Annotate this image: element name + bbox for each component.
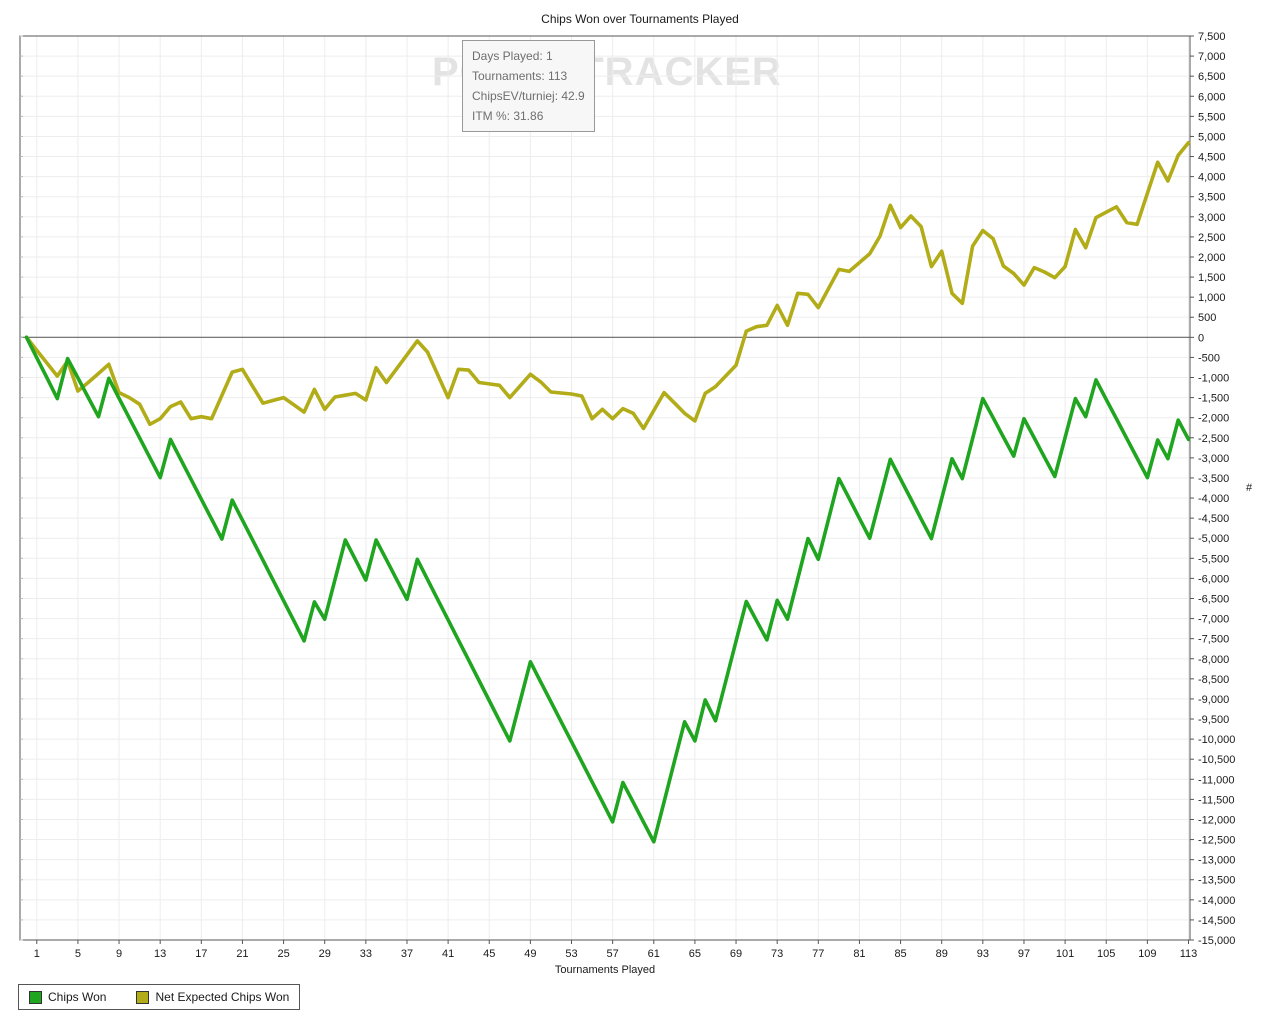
svg-text:-11,000: -11,000 xyxy=(1198,774,1235,786)
svg-text:-7,500: -7,500 xyxy=(1198,634,1229,646)
svg-text:4,500: 4,500 xyxy=(1198,152,1226,164)
legend-item-net-expected[interactable]: Net Expected Chips Won xyxy=(136,990,289,1004)
svg-text:-3,000: -3,000 xyxy=(1198,453,1229,465)
legend-item-chips-won[interactable]: Chips Won xyxy=(29,990,106,1004)
svg-text:-500: -500 xyxy=(1198,352,1220,364)
svg-text:61: 61 xyxy=(648,948,660,960)
svg-text:37: 37 xyxy=(401,948,413,960)
svg-text:-10,000: -10,000 xyxy=(1198,734,1235,746)
svg-text:-12,000: -12,000 xyxy=(1198,814,1235,826)
svg-text:81: 81 xyxy=(853,948,865,960)
svg-text:5,500: 5,500 xyxy=(1198,111,1226,123)
svg-text:7,000: 7,000 xyxy=(1198,51,1226,63)
svg-text:7,500: 7,500 xyxy=(1198,31,1226,43)
svg-text:57: 57 xyxy=(607,948,619,960)
svg-text:-5,000: -5,000 xyxy=(1198,533,1229,545)
svg-text:113: 113 xyxy=(1180,948,1198,960)
svg-text:4,000: 4,000 xyxy=(1198,172,1226,184)
svg-text:13: 13 xyxy=(154,948,166,960)
svg-text:-1,000: -1,000 xyxy=(1198,373,1229,385)
svg-text:97: 97 xyxy=(1018,948,1030,960)
svg-text:1,500: 1,500 xyxy=(1198,272,1226,284)
svg-text:109: 109 xyxy=(1138,948,1156,960)
svg-text:33: 33 xyxy=(360,948,372,960)
x-axis-title: Tournaments Played xyxy=(554,964,656,976)
svg-text:-1,500: -1,500 xyxy=(1198,393,1229,405)
svg-text:0: 0 xyxy=(1198,332,1204,344)
chart-legend: Chips Won Net Expected Chips Won xyxy=(18,984,301,1010)
legend-label-chips-won: Chips Won xyxy=(48,990,107,1004)
svg-text:-13,000: -13,000 xyxy=(1198,855,1235,867)
svg-text:-2,500: -2,500 xyxy=(1198,433,1229,445)
svg-text:17: 17 xyxy=(195,948,207,960)
svg-text:69: 69 xyxy=(730,948,742,960)
svg-text:-5,500: -5,500 xyxy=(1198,553,1229,565)
svg-text:6,000: 6,000 xyxy=(1198,91,1226,103)
svg-text:25: 25 xyxy=(277,948,289,960)
chart-title: Chips Won over Tournaments Played xyxy=(541,12,739,26)
tooltip-days-played: Days Played: 1 xyxy=(472,49,553,63)
svg-text:5: 5 xyxy=(75,948,81,960)
legend-label-net-expected: Net Expected Chips Won xyxy=(155,990,290,1004)
legend-swatch-chips-won xyxy=(29,990,42,1004)
svg-text:85: 85 xyxy=(894,948,906,960)
tooltip-tournaments: Tournaments: 113 xyxy=(472,69,568,83)
svg-text:-8,500: -8,500 xyxy=(1198,674,1229,686)
svg-text:-8,000: -8,000 xyxy=(1198,654,1229,666)
svg-text:500: 500 xyxy=(1198,312,1216,324)
svg-text:89: 89 xyxy=(936,948,948,960)
svg-text:-4,500: -4,500 xyxy=(1198,513,1229,525)
svg-text:77: 77 xyxy=(812,948,824,960)
svg-text:93: 93 xyxy=(977,948,989,960)
tooltip-itm: ITM %: 31.86 xyxy=(472,109,544,123)
svg-text:-4,000: -4,000 xyxy=(1198,493,1229,505)
legend-swatch-net-expected xyxy=(136,990,150,1004)
svg-text:65: 65 xyxy=(689,948,701,960)
svg-text:-14,000: -14,000 xyxy=(1198,895,1235,907)
svg-text:-13,500: -13,500 xyxy=(1198,875,1235,887)
svg-text:21: 21 xyxy=(236,948,248,960)
svg-text:1: 1 xyxy=(34,948,40,960)
svg-text:2,500: 2,500 xyxy=(1198,232,1226,244)
svg-text:45: 45 xyxy=(483,948,495,960)
chart-tooltip: Days Played: 1 Tournaments: 113 ChipsEV/… xyxy=(462,40,595,132)
svg-text:1,000: 1,000 xyxy=(1198,292,1226,304)
svg-text:-11,500: -11,500 xyxy=(1198,794,1235,806)
svg-text:5,000: 5,000 xyxy=(1198,131,1226,143)
svg-text:-2,000: -2,000 xyxy=(1198,413,1229,425)
svg-text:29: 29 xyxy=(319,948,331,960)
svg-text:-6,500: -6,500 xyxy=(1198,593,1229,605)
svg-text:53: 53 xyxy=(565,948,577,960)
svg-text:-7,000: -7,000 xyxy=(1198,614,1229,626)
svg-text:2,000: 2,000 xyxy=(1198,252,1226,264)
svg-text:-10,500: -10,500 xyxy=(1198,754,1235,766)
svg-text:-3,500: -3,500 xyxy=(1198,473,1229,485)
svg-text:6,500: 6,500 xyxy=(1198,71,1226,83)
svg-text:101: 101 xyxy=(1056,948,1074,960)
svg-text:-9,000: -9,000 xyxy=(1198,694,1229,706)
svg-text:-15,000: -15,000 xyxy=(1198,935,1235,947)
svg-text:3,000: 3,000 xyxy=(1198,212,1226,224)
svg-text:-12,500: -12,500 xyxy=(1198,835,1235,847)
svg-text:-14,500: -14,500 xyxy=(1198,915,1235,927)
svg-text:41: 41 xyxy=(442,948,454,960)
svg-text:-9,500: -9,500 xyxy=(1198,714,1229,726)
svg-text:3,500: 3,500 xyxy=(1198,192,1226,204)
tooltip-chips-ev: ChipsEV/turniej: 42.9 xyxy=(472,89,585,103)
y-axis-title: # xyxy=(1246,482,1253,494)
svg-text:-6,000: -6,000 xyxy=(1198,573,1229,585)
svg-text:73: 73 xyxy=(771,948,783,960)
svg-text:105: 105 xyxy=(1097,948,1115,960)
svg-text:9: 9 xyxy=(116,948,122,960)
svg-text:49: 49 xyxy=(524,948,536,960)
